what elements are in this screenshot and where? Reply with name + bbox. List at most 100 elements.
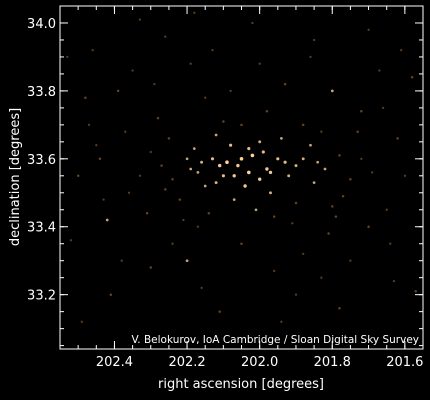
star-point: [294, 164, 298, 168]
star-point: [102, 198, 105, 201]
x-tick-label: 201.8: [314, 355, 351, 370]
axis-ticks: 202.4 202.2 202.0 201.8 201.6 33.2 33.4 33.6 33.…: [27, 6, 423, 370]
star-point: [247, 170, 251, 175]
star-point: [87, 123, 91, 127]
star-point: [330, 89, 334, 93]
star-point: [171, 242, 174, 245]
star-point: [403, 174, 407, 177]
star-point: [160, 164, 163, 167]
star-point: [232, 198, 236, 201]
star-point: [145, 211, 149, 215]
star-point: [164, 35, 167, 38]
star-point: [84, 96, 87, 99]
star-point: [349, 259, 352, 262]
star-point: [400, 48, 403, 52]
star-point: [164, 188, 167, 191]
star-point: [287, 174, 291, 178]
star-point: [240, 123, 243, 127]
star-point: [273, 269, 276, 273]
star-point: [301, 157, 305, 161]
star-point: [378, 69, 381, 72]
star-point: [367, 225, 370, 228]
star-point: [80, 320, 83, 323]
star-point: [236, 163, 240, 168]
star-point: [149, 266, 153, 269]
x-tick-label: 202.0: [241, 355, 278, 370]
star-point: [156, 116, 160, 120]
star-point: [381, 106, 385, 110]
star-point: [389, 242, 392, 245]
star-point: [69, 239, 73, 242]
star-point: [185, 259, 189, 263]
star-point: [265, 167, 269, 171]
star-point: [349, 177, 352, 181]
star-point: [200, 160, 204, 164]
x-axis-label: right ascension [degrees]: [158, 377, 324, 392]
star-point: [334, 215, 338, 218]
star-point: [210, 157, 215, 161]
star-point: [222, 120, 225, 123]
star-point: [153, 82, 156, 86]
y-tick-label: 34.0: [27, 17, 56, 32]
star-point: [109, 293, 113, 296]
star-point: [392, 279, 396, 283]
star-point: [327, 232, 330, 235]
star-point: [214, 181, 218, 185]
star-point: [294, 201, 298, 205]
star-point: [232, 174, 236, 178]
star-point: [385, 208, 388, 211]
star-point: [320, 130, 323, 133]
star-point: [124, 130, 127, 133]
star-point: [239, 157, 244, 161]
star-point: [396, 137, 399, 140]
star-point: [204, 96, 207, 99]
star-point: [268, 170, 273, 175]
star-point: [98, 157, 102, 161]
star-point: [149, 150, 152, 154]
star-point: [312, 38, 316, 42]
star-point: [360, 157, 363, 160]
star-point: [229, 143, 233, 147]
star-point: [218, 310, 221, 313]
star-point: [91, 48, 94, 52]
star-point: [120, 259, 123, 262]
x-tick-label: 202.4: [96, 355, 133, 370]
star-point: [254, 208, 258, 212]
star-point: [200, 286, 203, 290]
star-point: [192, 147, 196, 150]
star-point: [138, 18, 142, 21]
star-point: [269, 191, 272, 195]
star-point: [301, 123, 305, 127]
star-point: [207, 211, 211, 215]
star-point: [341, 194, 345, 198]
star-point: [280, 137, 283, 140]
star-point: [272, 215, 276, 218]
star-point: [196, 171, 200, 174]
y-tick-label: 33.6: [27, 153, 56, 168]
star-point: [95, 144, 98, 147]
star-point: [356, 130, 359, 133]
star-point: [243, 184, 247, 188]
star-point: [211, 48, 214, 52]
star-point: [276, 157, 280, 161]
star-point: [265, 110, 269, 113]
star-point: [218, 163, 222, 168]
star-point: [312, 181, 316, 184]
star-point: [316, 160, 320, 164]
star-point: [414, 290, 417, 293]
star-point: [367, 28, 370, 31]
star-point: [76, 174, 80, 178]
star-point: [116, 89, 120, 93]
credit-text: V. Belokurov, IoA Cambridge / Sloan Digi…: [131, 334, 419, 346]
y-axis-label: declination [degrees]: [8, 108, 23, 246]
star-point: [189, 62, 192, 65]
star-point: [250, 153, 255, 158]
y-tick-label: 33.4: [27, 221, 56, 236]
star-point: [225, 160, 229, 164]
star-points: [66, 11, 417, 323]
star-point: [131, 69, 134, 72]
star-point: [105, 218, 109, 222]
star-point: [309, 55, 312, 59]
